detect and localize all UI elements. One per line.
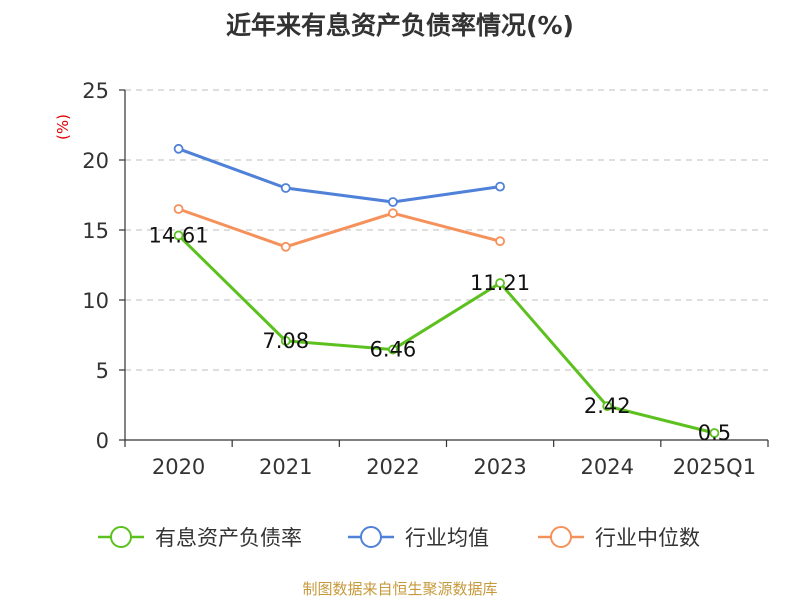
x-tick-label: 2024 [581, 455, 634, 479]
data-point [280, 241, 291, 252]
data-point [173, 143, 184, 154]
y-tick-label: 10 [82, 289, 109, 313]
y-axis-label: (%) [54, 114, 72, 140]
data-label: 0.5 [698, 421, 731, 445]
data-label: 14.61 [149, 223, 209, 247]
data-point [602, 401, 613, 412]
data-point [388, 197, 398, 207]
data-point [388, 344, 398, 355]
data-point [173, 230, 184, 241]
data-label: 7.08 [262, 329, 309, 353]
data-point [709, 428, 720, 438]
data-label: 2.42 [584, 394, 631, 418]
legend-label: 行业均值 [405, 526, 489, 550]
data-point [280, 183, 291, 193]
x-tick-label: 2020 [152, 455, 205, 479]
y-tick-label: 15 [82, 219, 109, 243]
y-tick-label: 5 [96, 359, 109, 383]
y-tick-label: 0 [96, 429, 109, 453]
y-tick-label: 20 [82, 149, 109, 173]
x-tick-label: 2025Q1 [673, 455, 756, 479]
y-tick-label: 25 [82, 79, 109, 103]
x-tick-label: 2023 [473, 455, 526, 479]
legend-label: 行业中位数 [595, 526, 700, 550]
data-label: 6.46 [370, 338, 417, 362]
legend-marker [110, 526, 132, 548]
footer-source: 制图数据来自恒生聚源数据库 [302, 580, 498, 598]
data-point [495, 181, 505, 192]
legend-label: 有息资产负债率 [155, 526, 302, 550]
x-tick-label: 2022 [366, 455, 419, 479]
series-line [177, 234, 715, 435]
data-point [173, 204, 184, 214]
data-label: 11.21 [470, 271, 530, 295]
data-point [495, 278, 505, 288]
chart-title: 近年来有息资产负债率情况(%) [226, 11, 574, 40]
series-line [178, 207, 501, 249]
data-point [388, 208, 398, 219]
legend-marker [550, 526, 572, 548]
legend-marker [360, 526, 382, 548]
data-point [495, 236, 505, 247]
series-line [178, 147, 501, 204]
data-point [280, 335, 291, 346]
x-tick-label: 2021 [259, 455, 312, 479]
